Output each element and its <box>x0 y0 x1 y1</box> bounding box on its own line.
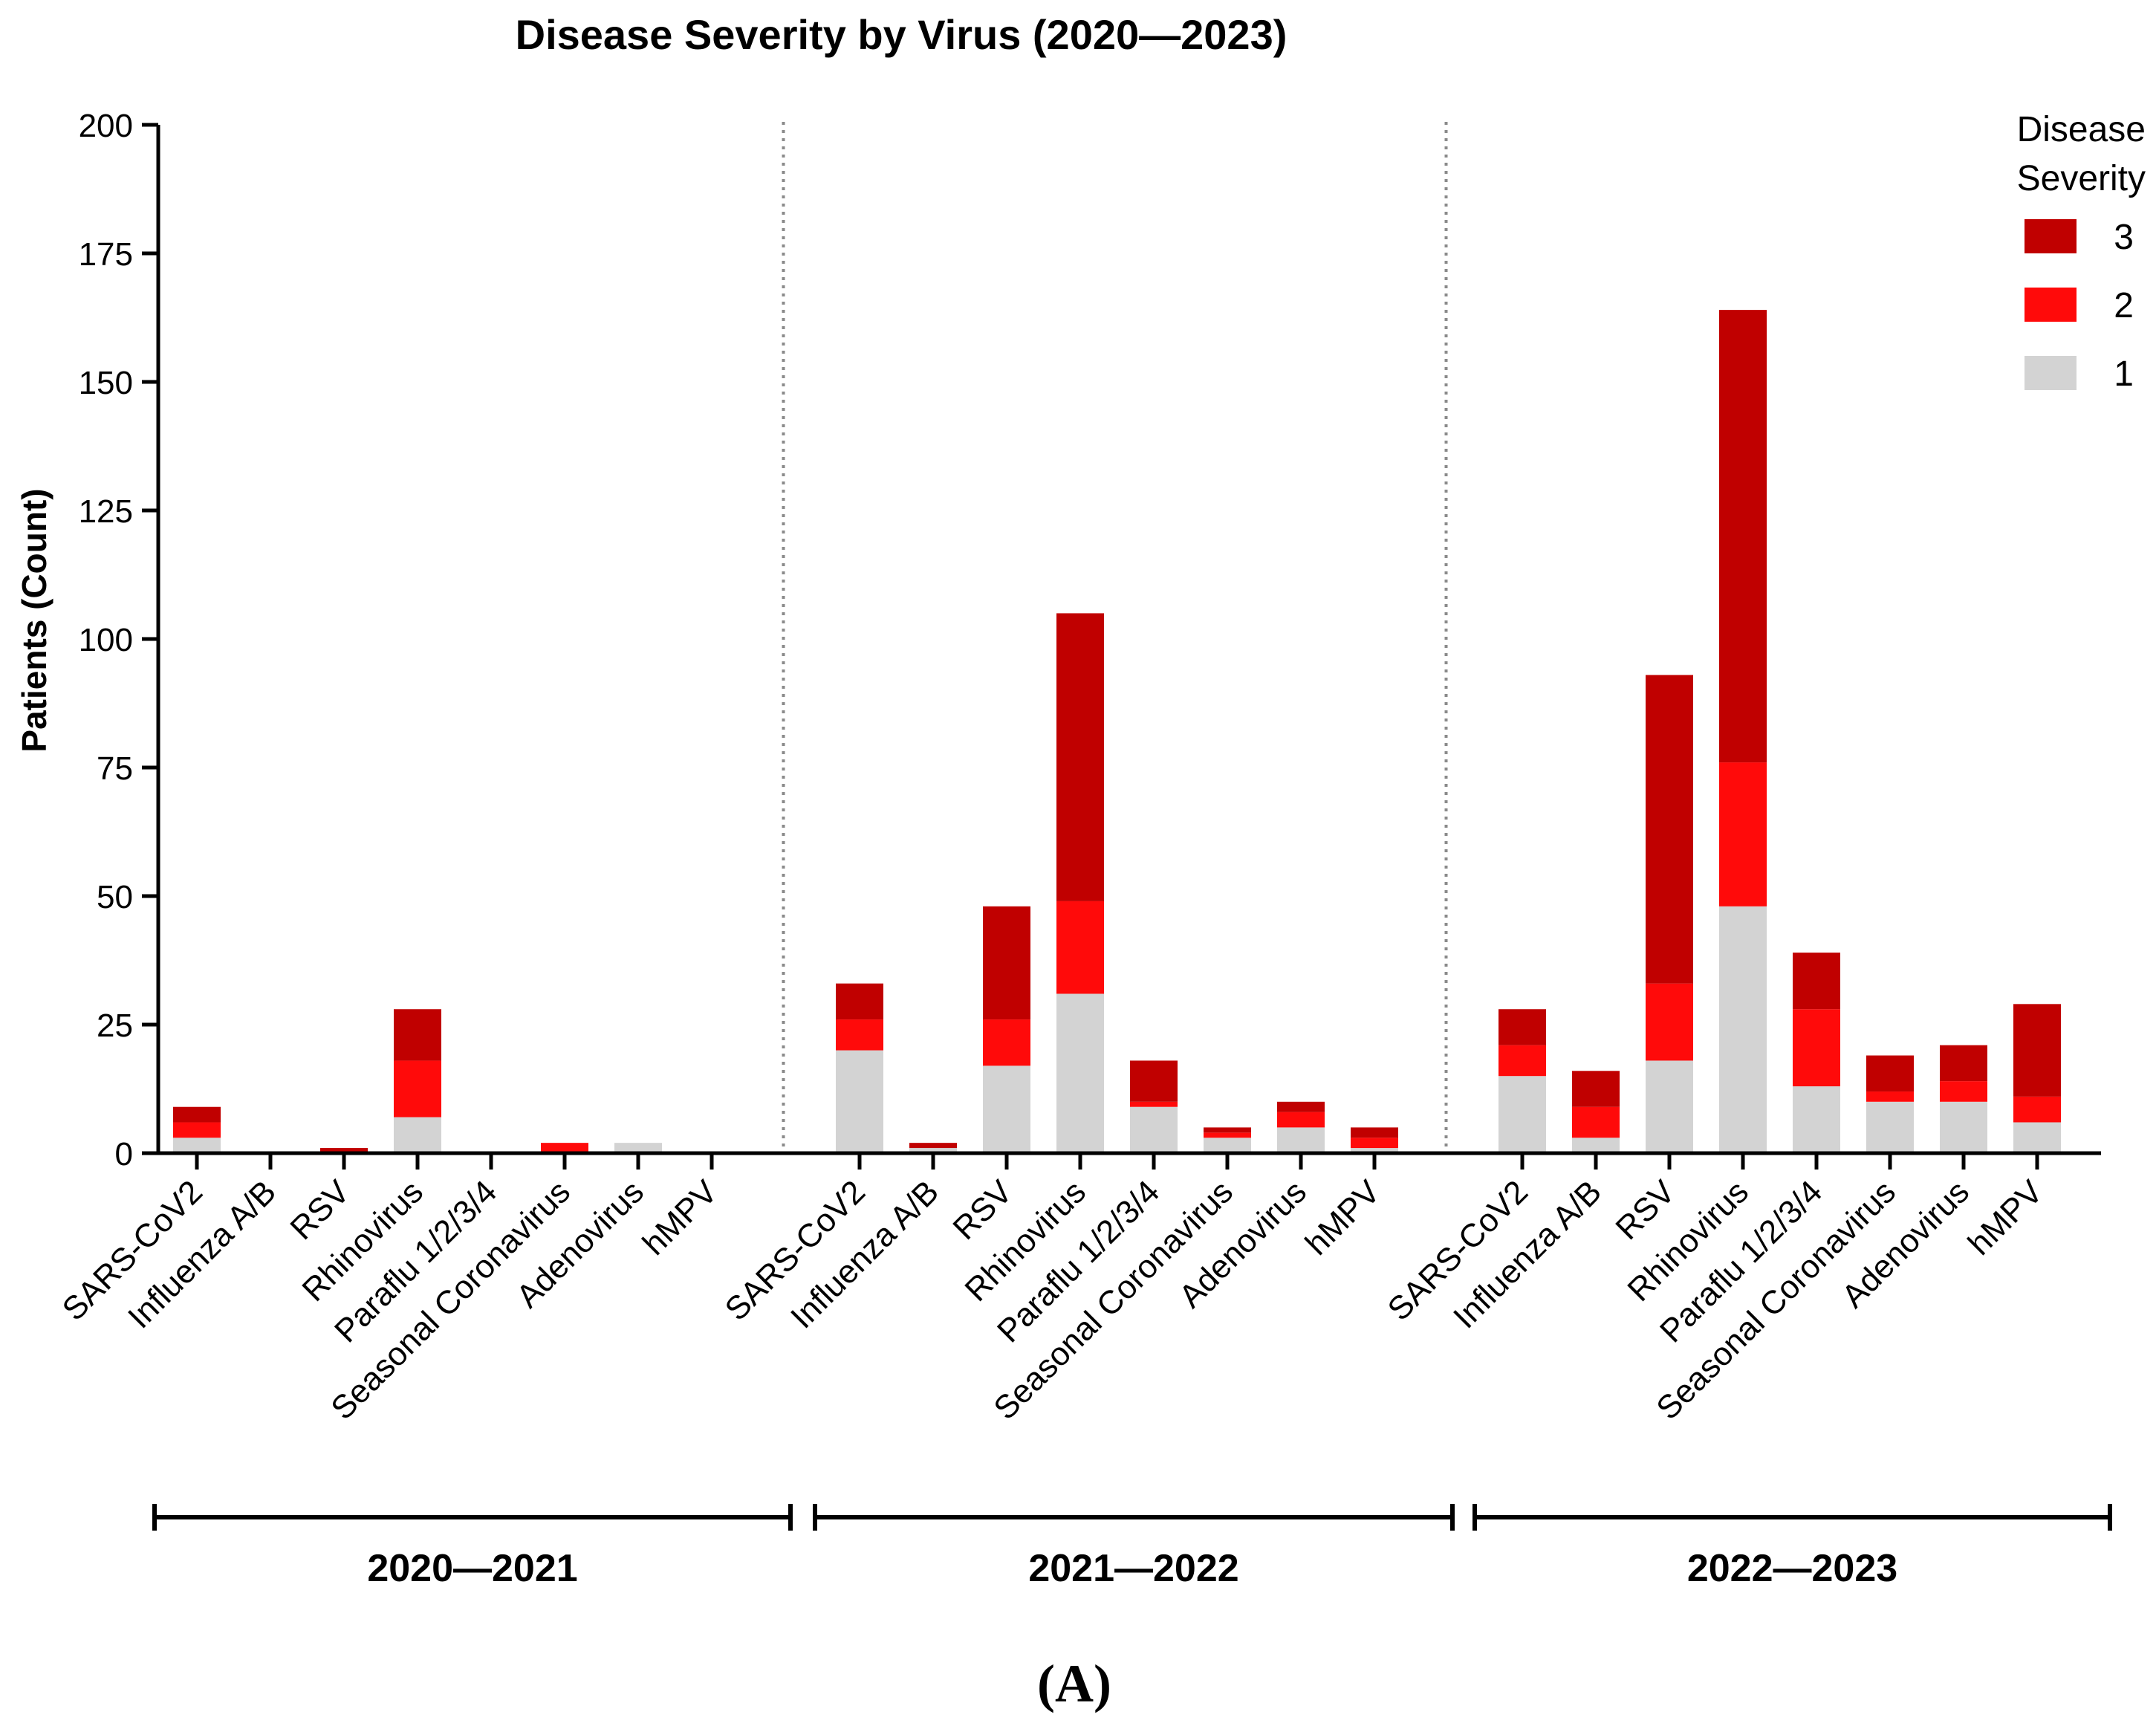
legend-swatch <box>2025 219 2077 253</box>
y-axis-label: Patients (Count) <box>15 488 53 752</box>
bar-segment <box>1499 1009 1546 1045</box>
bar-segment <box>836 983 883 1020</box>
group-label: 2022—2023 <box>1687 1547 1897 1590</box>
y-tick-label: 200 <box>79 108 133 144</box>
bar-segment <box>320 1148 368 1153</box>
bar-segment <box>394 1060 441 1117</box>
y-tick-label: 150 <box>79 365 133 401</box>
bar-segment <box>1866 1101 1914 1153</box>
bar-segment <box>1499 1045 1546 1077</box>
bar-segment <box>1793 1009 1840 1087</box>
bar-segment <box>2013 1004 2061 1097</box>
bar-segment <box>1351 1138 1398 1149</box>
bar-segment <box>1719 906 1767 1153</box>
bar-segment <box>909 1148 957 1153</box>
bar-segment <box>541 1143 588 1153</box>
legend-label: 3 <box>2114 218 2134 257</box>
bar-segment <box>1277 1101 1325 1112</box>
chart-title: Disease Severity by Virus (2020—2023) <box>516 11 1288 58</box>
legend-title-line2: Severity <box>2017 159 2146 198</box>
y-tick-label: 125 <box>79 493 133 530</box>
y-tick-label: 25 <box>97 1008 133 1044</box>
bar-segment <box>1940 1081 1987 1102</box>
bar-segment <box>1130 1101 1178 1107</box>
bar-segment <box>836 1050 883 1153</box>
legend-title-line1: Disease <box>2017 110 2146 149</box>
bar-segment <box>836 1019 883 1051</box>
bar-segment <box>1204 1138 1251 1153</box>
x-tick-label: hMPV <box>1299 1173 1388 1262</box>
bar-segment <box>1793 1086 1840 1153</box>
y-tick-label: 0 <box>115 1136 133 1172</box>
bar-segment <box>1056 993 1104 1153</box>
bar-segment <box>1646 675 1693 984</box>
bar-segment <box>983 1019 1030 1066</box>
bars <box>173 310 2061 1153</box>
bar-segment <box>1646 983 1693 1061</box>
bar-segment <box>173 1122 221 1138</box>
bar-segment <box>1351 1148 1398 1153</box>
bar-segment <box>1793 953 1840 1010</box>
bar-segment <box>1940 1101 1987 1153</box>
bar-segment <box>1572 1106 1620 1138</box>
group-brackets: 2020—2021 2021—2022 2022—2023 <box>152 1504 2112 1590</box>
bar-segment <box>1719 310 1767 763</box>
legend: Disease Severity 3 2 1 <box>2017 110 2146 394</box>
legend-label: 1 <box>2114 354 2134 394</box>
bar-segment <box>1572 1138 1620 1153</box>
group-dividers <box>782 122 1448 1153</box>
panel-label: (A) <box>1037 1654 1111 1713</box>
legend-label: 2 <box>2114 286 2134 325</box>
x-tick-label: hMPV <box>1961 1173 2051 1262</box>
bar-segment <box>1499 1076 1546 1153</box>
bar-segment <box>1056 613 1104 901</box>
bar-segment <box>173 1106 221 1123</box>
group-label: 2021—2022 <box>1028 1547 1238 1590</box>
bar-segment <box>909 1143 957 1149</box>
bar-segment <box>2013 1122 2061 1153</box>
y-tick-label: 75 <box>97 750 133 787</box>
bar-segment <box>1130 1106 1178 1153</box>
y-axis: 0 25 50 75 100 125 150 175 200 <box>79 108 160 1172</box>
bar-segment <box>614 1143 662 1153</box>
y-tick-label: 100 <box>79 622 133 658</box>
bar-segment <box>1351 1127 1398 1138</box>
bar-segment <box>983 906 1030 1020</box>
legend-swatch <box>2025 288 2077 322</box>
bar-segment <box>1646 1060 1693 1153</box>
legend-swatch <box>2025 356 2077 390</box>
bar-segment <box>983 1065 1030 1153</box>
bar-segment <box>1719 762 1767 906</box>
bar-segment <box>173 1138 221 1153</box>
bar-segment <box>394 1117 441 1153</box>
bar-segment <box>1277 1112 1325 1128</box>
bar-segment <box>1572 1071 1620 1107</box>
bar-segment <box>2013 1096 2061 1123</box>
y-tick-label: 175 <box>79 236 133 273</box>
bar-segment <box>1277 1127 1325 1153</box>
bar-segment <box>1866 1055 1914 1091</box>
bar-segment <box>1204 1132 1251 1138</box>
group-label: 2020—2021 <box>367 1547 577 1590</box>
x-tick-label: hMPV <box>636 1173 725 1262</box>
bar-segment <box>1056 901 1104 994</box>
y-tick-label: 50 <box>97 879 133 915</box>
bar-segment <box>1940 1045 1987 1082</box>
bar-segment <box>1130 1060 1178 1102</box>
bar-segment <box>1866 1091 1914 1102</box>
bar-segment <box>1204 1127 1251 1133</box>
bar-segment <box>394 1009 441 1061</box>
